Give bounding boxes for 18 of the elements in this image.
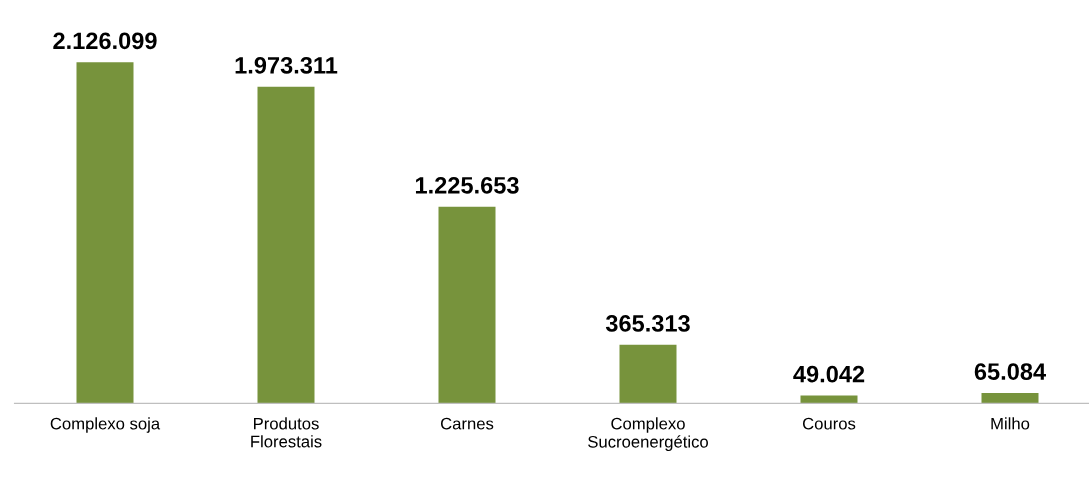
x-tick-label: Complexo Sucroenergético — [588, 417, 708, 451]
data-label: 1.225.653 — [415, 176, 519, 194]
data-label: 65.084 — [974, 363, 1046, 380]
bar — [438, 206, 496, 404]
bar — [619, 344, 677, 404]
bar — [800, 395, 858, 404]
bar — [76, 62, 134, 404]
bar — [257, 86, 315, 404]
bar — [981, 392, 1039, 404]
x-tick-label: Carnes — [440, 417, 494, 430]
data-label: 2.126.099 — [53, 32, 157, 50]
data-label: 365.313 — [605, 315, 690, 332]
x-tick-label: Produtos Florestais — [251, 417, 322, 448]
x-tick-label: Complexo soja — [50, 417, 161, 433]
x-tick-label: Milho — [991, 417, 1030, 430]
x-tick-label: Couros — [802, 417, 856, 430]
data-label: 49.042 — [793, 365, 865, 383]
data-label: 1.973.311 — [235, 56, 338, 74]
